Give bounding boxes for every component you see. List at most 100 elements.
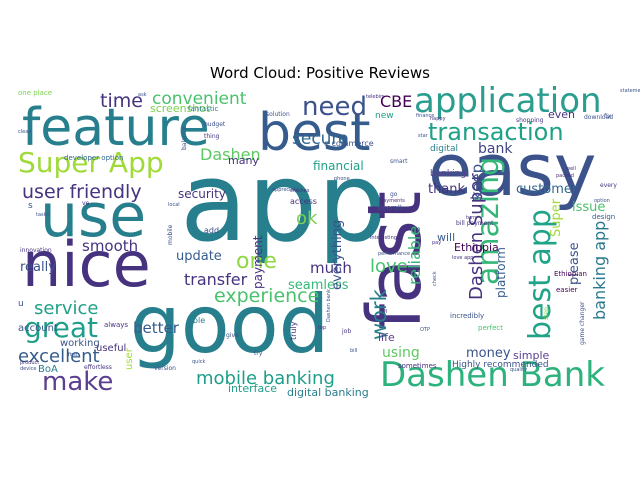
word-keep: keep xyxy=(468,164,486,200)
word-effortless: effortless xyxy=(84,364,112,371)
word-service: service xyxy=(34,298,98,319)
word-shopping: shopping xyxy=(516,117,544,124)
word-performance: performance xyxy=(378,251,410,257)
word-appreciate: appreciate xyxy=(272,187,299,193)
word-access: access xyxy=(290,197,317,206)
word-able: able xyxy=(188,316,205,325)
word-s: s xyxy=(28,201,33,211)
word-otp: OTP xyxy=(420,327,430,333)
word-experience: experience xyxy=(214,285,319,307)
word-job: job xyxy=(341,328,351,335)
word-screenshot: screenshot xyxy=(150,102,211,115)
word-fantastic: fantastic xyxy=(188,105,219,113)
word-super-app: Super App xyxy=(18,146,164,179)
word-nice: nice xyxy=(22,228,151,301)
word-convenient: convenient xyxy=(152,89,247,109)
word-smooth: smooth xyxy=(82,237,138,255)
word-innovation: innovation xyxy=(20,247,52,254)
word-excellent: excellent xyxy=(18,346,100,367)
word-best: best xyxy=(258,103,370,163)
word-ui: UI xyxy=(382,309,387,315)
word-secure: secure xyxy=(292,129,349,149)
word-new: new xyxy=(375,111,394,121)
word-dashen-bank: Dashen bank xyxy=(326,289,332,322)
word-reliable: reliable xyxy=(405,226,424,285)
word-thank: thank xyxy=(428,182,466,197)
word-option: option xyxy=(594,198,610,204)
word-give: give xyxy=(226,332,239,339)
word-need: need xyxy=(302,92,367,122)
word-use: use xyxy=(40,181,146,251)
word-love-app: love app xyxy=(452,255,473,261)
word-bill-payment: bill payment xyxy=(456,220,494,227)
word-application: application xyxy=(414,81,602,121)
word-dashen-super: Dashen Super xyxy=(466,173,487,300)
word-mobile-banking: mobile banking xyxy=(196,368,335,389)
word-dashen: Dashen xyxy=(200,145,261,164)
word-incredibly: incredibly xyxy=(450,312,484,320)
word-cbe: CBE xyxy=(380,92,412,111)
word-user: user xyxy=(124,347,135,370)
word-app: app xyxy=(180,138,387,266)
word-quality: quality xyxy=(510,367,527,373)
word-perfect: perfect xyxy=(478,324,503,332)
word-ok: ok xyxy=(296,208,318,229)
word-balance: balance xyxy=(181,126,188,150)
word-product: product xyxy=(20,360,39,366)
word-dashen-bank: Dashen Bank xyxy=(380,355,605,395)
word-check: check xyxy=(432,271,438,286)
word-truly: truly xyxy=(289,321,298,340)
word-ethiopian: Ethiopian xyxy=(554,270,587,278)
word-seamless: seamless xyxy=(288,278,349,293)
word-account: account xyxy=(18,323,58,334)
word-everything: everything xyxy=(330,220,345,290)
word-security: security xyxy=(178,187,226,201)
word-device: device xyxy=(20,366,36,372)
word-ethiopia: Ethiopia xyxy=(454,241,499,254)
word-fix: fix xyxy=(604,113,612,120)
word-well: well xyxy=(566,166,576,172)
word-ask: ask xyxy=(138,92,147,98)
word-interface: interface xyxy=(228,382,277,395)
word-ve: ve xyxy=(82,200,90,207)
word-one-place: one place xyxy=(18,89,52,97)
word-better: better xyxy=(133,319,180,337)
word-tasks: tasks xyxy=(36,212,50,218)
word-happy: happy xyxy=(430,116,446,122)
word-time: time xyxy=(100,90,143,112)
word-digital: digital xyxy=(430,144,458,154)
word-u: u xyxy=(18,299,24,309)
word-super: Super xyxy=(549,198,564,237)
word-working: working xyxy=(60,338,100,349)
word-great: great xyxy=(24,311,98,344)
word-finance: finance xyxy=(416,113,434,119)
word-budget: budget xyxy=(204,121,226,128)
word-telebirr: telebirr xyxy=(366,94,385,100)
word-financial: financial xyxy=(313,159,364,173)
word-feature: feature xyxy=(22,98,210,158)
word-try: try xyxy=(254,350,263,357)
word-star: star xyxy=(418,133,429,139)
word-step: step xyxy=(543,307,550,320)
word-crashes: crashes xyxy=(290,188,310,194)
word-first: first xyxy=(68,352,78,358)
word-phone: phone xyxy=(334,176,350,182)
word-solution: solution xyxy=(266,111,290,118)
word-thing: thing xyxy=(204,133,220,140)
word-amazing: amazing xyxy=(471,157,506,285)
word-smart: smart xyxy=(390,158,408,165)
word-bill: bill xyxy=(350,348,357,354)
word-transfer: transfer xyxy=(184,270,248,289)
word-every: every xyxy=(600,182,617,189)
word-good: good xyxy=(130,278,329,371)
word-work: work xyxy=(367,288,391,340)
word-will: will xyxy=(437,231,455,244)
word-version: version xyxy=(154,365,176,372)
word-turn: turn xyxy=(466,215,476,221)
word-life: life xyxy=(378,331,395,344)
word-e-commerce: e commerce xyxy=(324,139,374,148)
word-user-friendly: user friendly xyxy=(22,181,142,203)
word-digital-banking: digital banking xyxy=(287,386,369,399)
word-highly-recommended: Highly recommended xyxy=(452,360,549,370)
